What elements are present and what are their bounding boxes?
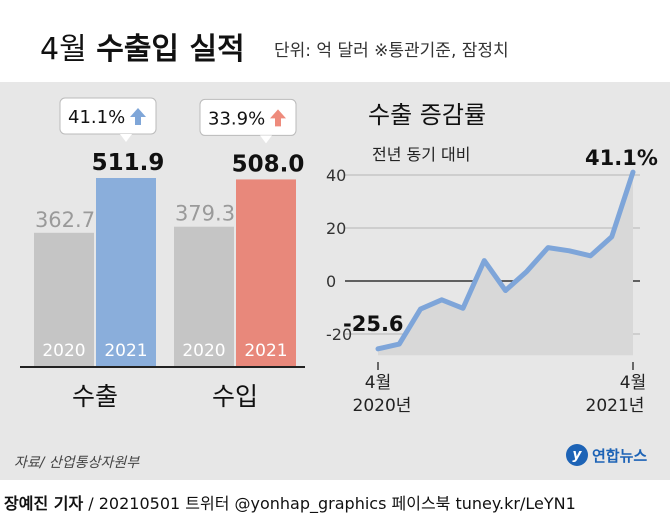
growth-line-chart: 수출 증감률 전년 동기 대비 40 20 0 -20-25.6 41.1% 4월 2020… (326, 101, 658, 416)
bar-chart: 2020 362.7 2021 511.9 41.1% 수출 2020 379.3 2021 50… (20, 97, 305, 411)
category-label: 수입 (212, 382, 258, 411)
unit-note: 단위: 억 달러 ※통관기준, 잠정치 (274, 41, 509, 61)
line-chart-title: 수출 증감률 (368, 101, 486, 129)
value-label-2020: 362.7 (35, 208, 95, 232)
y-tick-label: 0 (326, 272, 336, 291)
bar-2020-1 (174, 226, 234, 366)
y-tick-label: 40 (326, 166, 346, 185)
x-label-start-year: 2020년 (353, 396, 412, 416)
title-month: 4월 (40, 32, 87, 67)
credit-details: / 20210501 트위터 @yonhap_graphics 페이스북 tun… (83, 494, 576, 513)
growth-callout-box (59, 97, 157, 135)
bar-year-label: 2020 (42, 341, 85, 361)
line-chart-subtitle: 전년 동기 대비 (372, 145, 471, 164)
source-note: 자료/ 산업통상자원부 (14, 455, 140, 471)
chart-canvas: 2020 362.7 2021 511.9 41.1% 수출 2020 379.3 2021 50… (20, 97, 658, 416)
credit-line: 장예진 기자 / 20210501 트위터 @yonhap_graphics 페… (4, 490, 576, 514)
title-bold: 수출입 실적 (96, 32, 245, 67)
callout-pointer (260, 135, 272, 144)
growth-label: 33.9% (208, 108, 265, 129)
x-label-start-month: 4월 (365, 373, 391, 393)
x-label-end-month: 4월 (620, 373, 646, 393)
bar-2021-1 (236, 179, 296, 366)
y-tick-label: 20 (326, 219, 346, 238)
growth-label: 41.1% (68, 107, 125, 128)
bar-2020-0 (34, 232, 94, 366)
callout-pointer (120, 134, 132, 142)
bar-2021-0 (96, 178, 156, 366)
growth-line (375, 169, 636, 352)
bar-year-label: 2021 (244, 341, 287, 361)
bar-year-label: 2020 (182, 341, 225, 361)
growth-area (378, 172, 633, 356)
yonhap-logo: y 연합뉴스 (566, 444, 647, 466)
credit-reporter: 장예진 기자 (4, 494, 84, 513)
value-label-2021: 508.0 (232, 151, 305, 177)
x-label-end-year: 2021년 (586, 396, 645, 416)
logo-mark-icon: y (566, 444, 588, 466)
up-arrow-icon (130, 108, 146, 125)
logo-text: 연합뉴스 (592, 446, 648, 465)
value-label-2020: 379.3 (175, 202, 235, 226)
last-value-label: 41.1% (585, 146, 658, 170)
category-label: 수출 (72, 382, 118, 411)
first-value-label: -25.6 (343, 312, 404, 336)
up-arrow-icon (270, 109, 286, 127)
growth-callout-box (199, 98, 297, 136)
title-band (0, 0, 670, 82)
page-title: 4월 수출입 실적 (40, 24, 245, 68)
bar-year-label: 2021 (104, 341, 147, 361)
value-label-2021: 511.9 (92, 150, 165, 176)
y-tick-label: -20 (326, 325, 352, 344)
